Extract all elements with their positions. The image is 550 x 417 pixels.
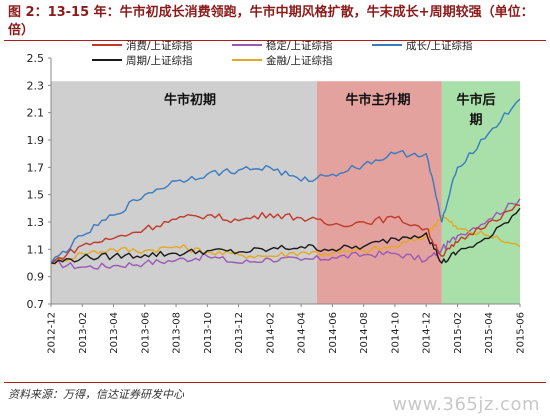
y-tick-label: 1.5 (27, 189, 45, 202)
source-note: 资料来源：万得，信达证券研发中心 (8, 388, 184, 401)
y-tick-label: 0.7 (27, 298, 45, 311)
series-line-cyclical (50, 207, 521, 264)
x-tick-label: 2014-12 (422, 312, 433, 354)
legend-label-finance: 金融/上证综指 (266, 54, 333, 67)
phase-label-late: 牛市后期 (456, 92, 495, 128)
x-tick-label: 2014-08 (359, 312, 370, 354)
x-tick-label: 2014-06 (328, 312, 339, 354)
x-tick-label: 2014-02 (265, 312, 276, 354)
legend-label-cyclical: 周期/上证综指 (126, 54, 193, 67)
source-divider (4, 382, 546, 383)
caption-divider (4, 40, 546, 41)
series-line-stable (50, 198, 521, 270)
phase-band-3 (441, 81, 520, 304)
y-tick-label: 2.5 (27, 52, 45, 65)
x-tick-label: 2015-02 (453, 312, 464, 354)
watermark: www.365jz.com (392, 394, 540, 415)
phase-band-2 (316, 81, 442, 304)
phase-band-1 (51, 81, 317, 304)
y-tick-label: 2.1 (27, 107, 45, 120)
y-tick-label: 1.9 (27, 134, 45, 147)
x-tick-label: 2012-12 (47, 312, 58, 354)
y-tick-label: 1.3 (27, 216, 45, 229)
series-line-consumption (50, 203, 521, 264)
x-tick-label: 2013-12 (234, 312, 245, 354)
x-tick-label: 2015-06 (516, 312, 527, 354)
y-tick-label: 1.1 (27, 243, 45, 256)
x-tick-label: 2013-08 (172, 312, 183, 354)
legend-label-consumption: 消费/上证综指 (126, 39, 193, 52)
x-tick-label: 2014-04 (297, 312, 308, 354)
y-tick-label: 2.3 (27, 79, 45, 92)
series-line-growth (50, 98, 521, 264)
legend-label-stable: 稳定/上证综指 (266, 39, 333, 52)
phase-label-mid: 牛市主升期 (345, 92, 410, 108)
x-tick-label: 2013-10 (203, 312, 214, 354)
y-tick-label: 1.7 (27, 161, 45, 174)
legend-label-growth: 成长/上证综指 (406, 39, 473, 52)
chart-caption: 图 2：13-15 年：牛市初成长消费领跑，牛市中期风格扩散，牛末成长+周期较强… (8, 5, 534, 38)
phase-label-early: 牛市初期 (164, 92, 216, 108)
x-tick-label: 2013-02 (78, 312, 89, 354)
x-tick-label: 2015-04 (484, 312, 495, 354)
y-tick-label: 0.9 (27, 271, 45, 284)
x-tick-label: 2013-06 (140, 312, 151, 354)
series-line-finance (50, 214, 521, 266)
x-tick-label: 2014-10 (390, 312, 401, 354)
x-tick-label: 2013-04 (109, 312, 120, 354)
